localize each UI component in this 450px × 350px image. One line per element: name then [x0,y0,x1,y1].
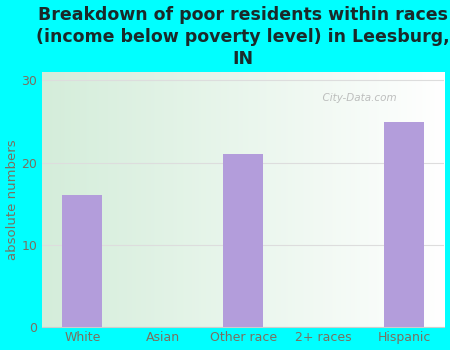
Bar [62,195,103,327]
Title: Breakdown of poor residents within races
(income below poverty level) in Leesbur: Breakdown of poor residents within races… [36,6,450,68]
Text: City-Data.com: City-Data.com [315,93,396,103]
Bar [384,121,424,327]
Bar [223,154,263,327]
Y-axis label: absolute numbers: absolute numbers [5,139,18,260]
